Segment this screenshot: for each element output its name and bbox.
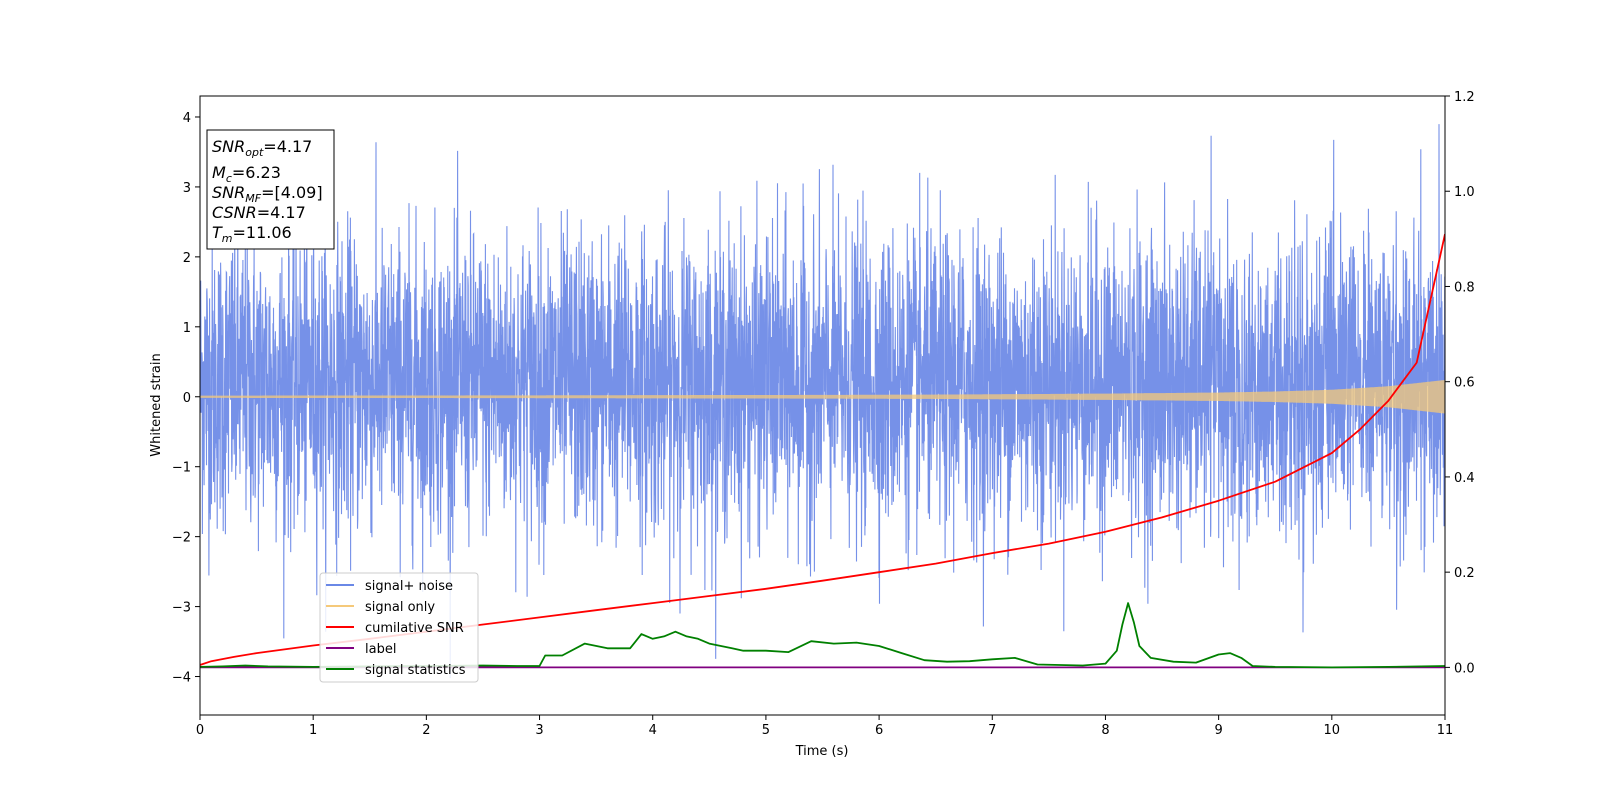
series-signal-noise [200,124,1445,679]
y-right-tick-label: 1.0 [1454,185,1475,200]
y-left-tick-label: 3 [183,181,191,196]
x-tick-label: 2 [422,723,430,738]
legend-label-signal-noise: signal+ noise [365,579,453,594]
legend-label-signal-statistics: signal statistics [365,663,466,678]
x-tick-label: 5 [762,723,770,738]
legend: signal+ noise signal only cumilative SNR la… [319,572,479,683]
y-left-tick-label: 4 [183,111,191,126]
legend-label-label: label [365,642,396,657]
y-right-tick-label: 0.4 [1454,471,1475,486]
plot-frame [199,95,1446,716]
x-tick-label: 1 [309,723,317,738]
y-left-tick-label: −2 [172,531,191,546]
y-right-tick-label: 0.0 [1454,661,1475,676]
legend-frame [319,572,479,683]
x-tick-label: 7 [988,723,996,738]
y-right-tick-label: 0.6 [1454,376,1475,391]
y-right-tick-label: 0.8 [1454,280,1475,295]
info-line: CSNR=4.17 [212,203,306,222]
info-line: SNRopt=4.17 [212,137,312,159]
y-left-tick-label: 2 [183,251,191,266]
legend-label-cumilative-snr: cumilative SNR [365,621,464,636]
y-axis-left: 4 3 2 1 0 −1 −2 −3 −4 [172,111,200,686]
x-axis-label: Time (s) [795,744,849,759]
y-right-tick-label: 1.2 [1454,90,1475,105]
x-tick-label: 10 [1324,723,1341,738]
x-tick-label: 3 [535,723,543,738]
x-tick-label: 0 [196,723,204,738]
info-box: SNRopt=4.17 Mc=6.23SNRMF=[4.09]CSNR=4.17T… [206,129,335,250]
y-left-tick-label: 0 [183,391,191,406]
info-line: SNRMF=[4.09] [212,183,323,205]
y-left-tick-label: −1 [172,461,191,476]
x-tick-label: 4 [649,723,657,738]
x-axis: 0 1 2 3 4 5 6 7 8 9 10 11 [196,715,1453,738]
info-box-frame [206,129,335,250]
series-signal-statistics [200,602,1445,669]
y-left-tick-label: 1 [183,321,191,336]
y-axis-label: Whitened strain [149,353,164,456]
x-tick-label: 8 [1101,723,1109,738]
info-line: Tm=11.06 [212,223,292,245]
x-tick-label: 9 [1214,723,1222,738]
y-right-tick-label: 0.2 [1454,566,1475,581]
legend-label-signal-only: signal only [365,600,435,615]
series-signal-only [200,379,1445,414]
y-left-tick-label: −3 [172,601,191,616]
y-left-tick-label: −4 [172,671,191,686]
info-line: Mc=6.23 [212,163,281,185]
x-tick-label: 6 [875,723,883,738]
x-tick-label: 11 [1437,723,1454,738]
y-axis-right: 1.2 1.0 0.8 0.6 0.4 0.2 0.0 [1445,90,1475,676]
